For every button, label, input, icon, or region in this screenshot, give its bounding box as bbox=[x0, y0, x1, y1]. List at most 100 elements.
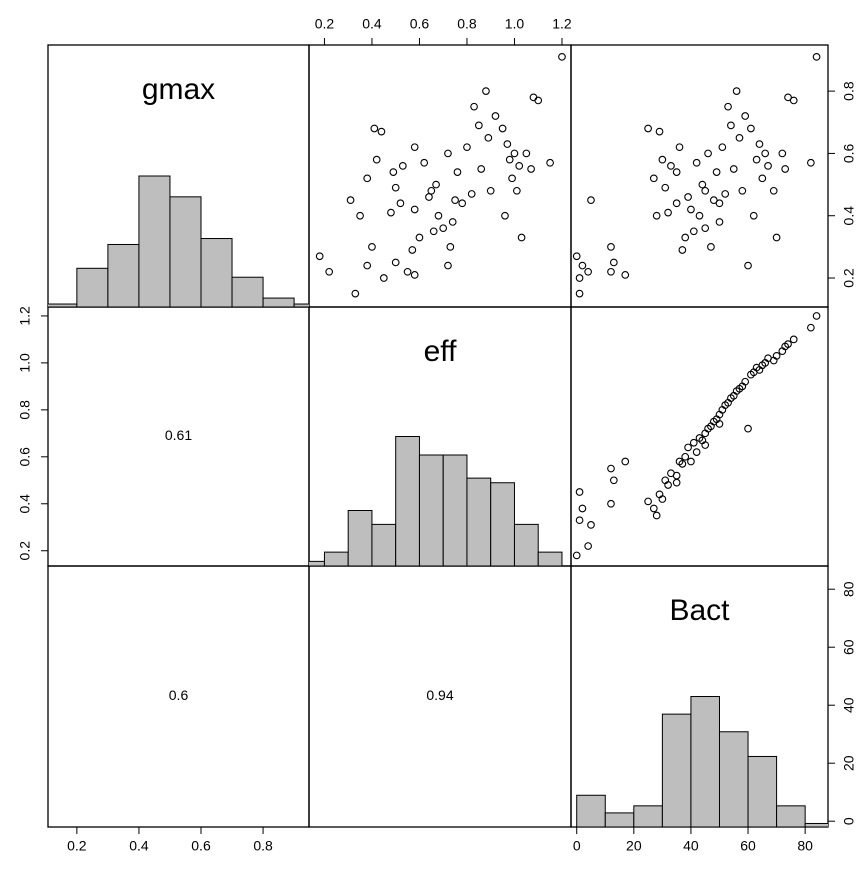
point bbox=[741, 377, 750, 386]
point bbox=[448, 218, 457, 226]
point bbox=[434, 211, 443, 220]
variable-name: eff bbox=[424, 335, 457, 368]
point bbox=[527, 165, 535, 173]
hist-bar bbox=[804, 822, 828, 827]
tick-label: 80 bbox=[841, 581, 857, 597]
point bbox=[689, 227, 698, 236]
point bbox=[410, 271, 419, 279]
point bbox=[578, 504, 587, 513]
tick-label: 0 bbox=[841, 817, 857, 825]
point bbox=[609, 258, 618, 267]
hist-bar bbox=[48, 303, 78, 307]
point bbox=[784, 93, 792, 102]
point bbox=[607, 267, 615, 276]
hist-bar bbox=[776, 805, 806, 827]
point bbox=[772, 351, 781, 360]
point bbox=[420, 158, 429, 167]
point bbox=[689, 438, 698, 447]
point bbox=[778, 149, 787, 158]
point bbox=[701, 224, 710, 233]
point bbox=[744, 261, 752, 270]
point bbox=[439, 224, 448, 233]
point bbox=[781, 165, 790, 173]
point bbox=[664, 208, 672, 217]
point bbox=[747, 124, 755, 133]
point bbox=[534, 96, 543, 105]
point bbox=[363, 174, 372, 183]
point bbox=[678, 246, 687, 254]
point bbox=[607, 499, 615, 508]
point bbox=[718, 143, 727, 152]
point bbox=[687, 457, 695, 466]
point bbox=[389, 168, 398, 176]
tick-label: 0.4 bbox=[841, 206, 857, 226]
point bbox=[741, 112, 750, 120]
tick-label: 0.6 bbox=[410, 16, 430, 32]
point bbox=[501, 211, 509, 220]
point bbox=[761, 149, 770, 158]
point bbox=[546, 158, 554, 167]
hist-bar bbox=[442, 454, 468, 566]
point bbox=[572, 252, 581, 261]
hist-bar bbox=[604, 812, 635, 827]
point bbox=[491, 112, 500, 120]
point bbox=[772, 233, 781, 242]
hist-bar bbox=[200, 238, 233, 307]
correlation: 0.94 bbox=[426, 687, 453, 703]
point bbox=[446, 243, 455, 251]
point bbox=[356, 211, 364, 220]
point bbox=[789, 96, 798, 105]
hist-bar bbox=[718, 731, 749, 827]
point bbox=[812, 52, 821, 61]
point bbox=[325, 267, 334, 276]
point bbox=[812, 312, 821, 320]
point bbox=[517, 233, 526, 242]
point bbox=[368, 243, 376, 251]
point bbox=[681, 452, 690, 461]
tick-label: 40 bbox=[841, 697, 857, 713]
tick-label: 0.4 bbox=[129, 838, 149, 854]
point bbox=[704, 149, 712, 158]
panel bbox=[570, 306, 829, 567]
point bbox=[505, 155, 514, 164]
tick-label: 20 bbox=[841, 755, 857, 771]
point bbox=[486, 186, 495, 195]
point bbox=[410, 205, 419, 214]
point bbox=[391, 183, 400, 192]
tick-label: 0.2 bbox=[841, 268, 857, 288]
point bbox=[558, 52, 566, 61]
point bbox=[784, 340, 792, 348]
point bbox=[453, 168, 462, 176]
hist-bar bbox=[490, 482, 515, 566]
hist-bar bbox=[262, 297, 295, 307]
point bbox=[351, 289, 360, 298]
point bbox=[584, 267, 592, 276]
point bbox=[692, 448, 701, 456]
correlation: 0.6 bbox=[169, 687, 189, 703]
point bbox=[607, 464, 615, 473]
point bbox=[672, 199, 681, 208]
point bbox=[769, 186, 778, 195]
point bbox=[607, 243, 615, 251]
point bbox=[758, 174, 767, 183]
point bbox=[684, 193, 692, 201]
point bbox=[584, 542, 592, 550]
point bbox=[510, 149, 519, 158]
point bbox=[370, 124, 379, 133]
point bbox=[503, 140, 512, 148]
point bbox=[444, 149, 452, 158]
point bbox=[484, 133, 493, 142]
variable-name: gmax bbox=[142, 73, 215, 106]
tick-label: 0.2 bbox=[17, 541, 33, 561]
point bbox=[707, 243, 715, 251]
point bbox=[749, 211, 758, 220]
point bbox=[658, 495, 667, 503]
tick-label: 20 bbox=[626, 838, 642, 854]
point bbox=[408, 246, 417, 254]
point bbox=[482, 87, 490, 95]
point bbox=[575, 516, 584, 525]
point bbox=[738, 186, 747, 195]
hist-bar bbox=[347, 510, 373, 566]
point bbox=[467, 190, 476, 198]
point bbox=[444, 261, 452, 270]
